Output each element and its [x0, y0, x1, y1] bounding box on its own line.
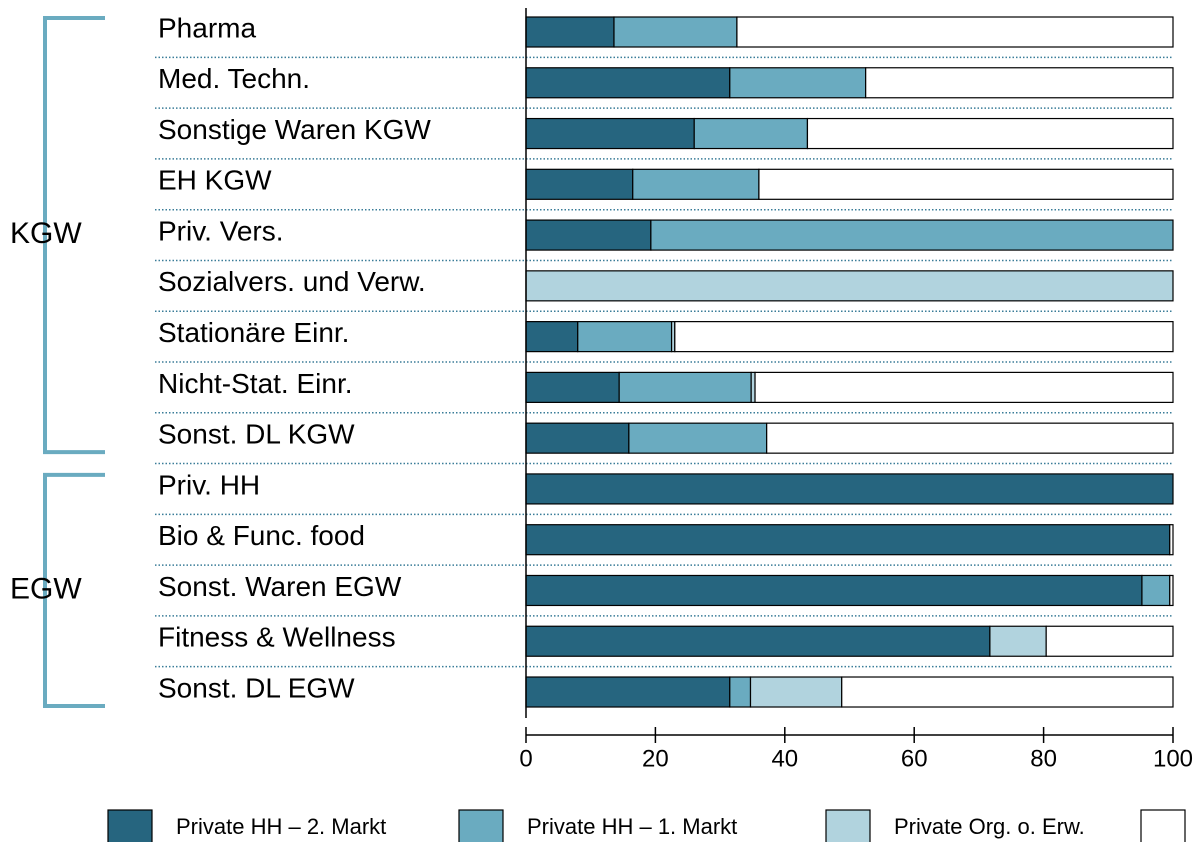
bar-segment — [525, 473, 1174, 505]
x-tick-label: 100 — [1153, 745, 1193, 772]
bar-segment — [729, 676, 752, 708]
x-tick-label: 80 — [1030, 745, 1057, 772]
category-label: Sonstige Waren KGW — [158, 114, 431, 145]
legend-swatch — [825, 809, 871, 842]
legend-label: Private Org. o. Erw. — [894, 814, 1085, 839]
bar-segment — [525, 321, 579, 353]
bar-segment — [577, 321, 673, 353]
bar-segment — [674, 321, 1174, 353]
category-label: Priv. HH — [158, 469, 260, 500]
category-label: Stationäre Einr. — [158, 317, 349, 348]
bar-segment — [865, 67, 1174, 99]
bar-segment — [525, 574, 1143, 607]
bar-segment — [1045, 625, 1174, 657]
bar-segment — [1169, 574, 1174, 607]
bar-segment — [525, 371, 620, 403]
bar-segment — [618, 371, 752, 403]
bar-segment — [766, 422, 1174, 454]
legend-swatch — [107, 809, 153, 842]
bar-segment — [1169, 524, 1174, 556]
bar-segment — [736, 16, 1174, 48]
bar-segment — [729, 67, 867, 99]
bar-segment — [749, 676, 843, 708]
category-label: EH KGW — [158, 165, 272, 196]
bar-segment — [989, 625, 1047, 657]
bar-segment — [525, 168, 634, 200]
bar-segment — [758, 168, 1174, 200]
x-tick-label: 20 — [642, 745, 669, 772]
category-label: Pharma — [158, 12, 256, 43]
bar-segment — [650, 219, 1174, 251]
bar-segment — [754, 371, 1174, 403]
bar-segment — [525, 16, 615, 48]
category-label: Fitness & Wellness — [158, 622, 396, 653]
bar-segment — [525, 67, 731, 99]
bar-segment — [525, 219, 652, 251]
legend-swatch — [458, 809, 504, 842]
category-label: Sonst. DL EGW — [158, 672, 355, 703]
category-label: Sonst. DL KGW — [158, 419, 355, 450]
bar-segment — [806, 117, 1174, 150]
bar-segment — [693, 117, 809, 150]
bar-segment — [525, 270, 1174, 302]
bar-segment — [525, 422, 630, 454]
x-tick-label: 40 — [771, 745, 798, 772]
bar-segment — [841, 676, 1174, 708]
bar-segment — [525, 625, 991, 657]
legend-swatch — [1140, 809, 1186, 842]
bar-segment — [525, 676, 731, 708]
bar-segment — [525, 117, 695, 150]
bar-segment — [632, 168, 760, 200]
x-tick-label: 60 — [901, 745, 928, 772]
legend-label: Private HH – 2. Markt — [176, 814, 386, 839]
category-label: Med. Techn. — [158, 63, 310, 94]
category-label: Bio & Func. food — [158, 520, 365, 551]
category-label: Sozialvers. und Verw. — [158, 266, 426, 297]
group-bracket — [43, 472, 105, 709]
bar-segment — [628, 422, 768, 454]
category-label: Priv. Vers. — [158, 215, 284, 246]
category-label: Sonst. Waren EGW — [158, 571, 402, 602]
group-label: KGW — [10, 217, 82, 250]
bar-segment — [1141, 574, 1171, 607]
category-label: Nicht-Stat. Einr. — [158, 368, 353, 399]
bar-segment — [525, 524, 1171, 556]
group-bracket — [43, 16, 105, 455]
legend-label: Private HH – 1. Markt — [527, 814, 737, 839]
x-tick-label: 0 — [519, 745, 532, 772]
group-label: EGW — [10, 572, 82, 605]
bar-segment — [613, 16, 738, 48]
